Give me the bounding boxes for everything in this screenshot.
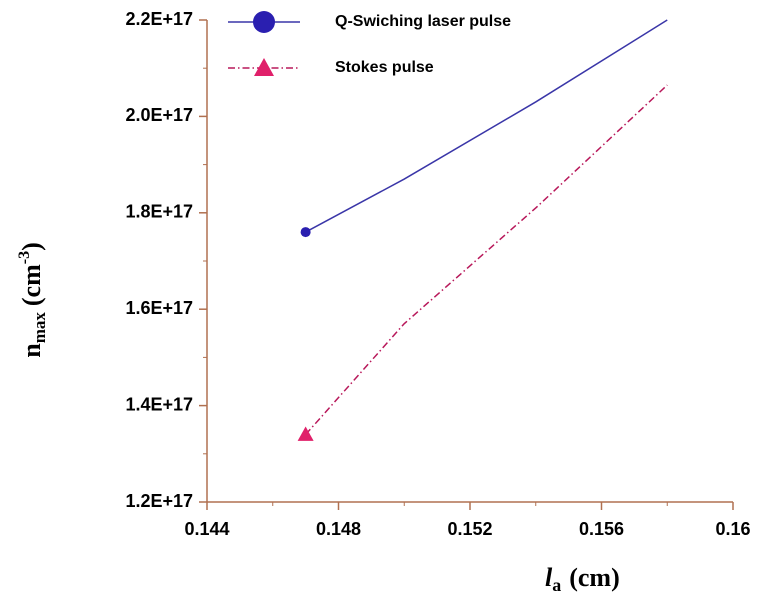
x-tick-label: 0.144 [184, 519, 229, 539]
y-tick-label: 2.0E+17 [125, 105, 193, 125]
x-tick-label: 0.16 [715, 519, 750, 539]
y-tick-label: 2.2E+17 [125, 9, 193, 29]
y-tick-label: 1.8E+17 [125, 202, 193, 222]
y-title-sup: -3 [16, 251, 33, 264]
x-tick-label: 0.156 [579, 519, 624, 539]
y-tick-label: 1.4E+17 [125, 394, 193, 414]
x-tick-label: 0.148 [316, 519, 361, 539]
x-title-unit: (cm) [569, 563, 620, 592]
y-tick-label: 1.2E+17 [125, 491, 193, 511]
series-line [305, 19, 668, 233]
x-title-base: l [545, 563, 553, 592]
y-title-base: n [17, 343, 46, 358]
legend-label: Stokes pulse [335, 59, 434, 76]
marker [253, 11, 275, 33]
marker [297, 426, 314, 441]
y-axis-title: nmax (cm-3) [16, 242, 49, 358]
series-line [305, 84, 668, 436]
y-tick-label: 1.6E+17 [125, 298, 193, 318]
marker [300, 227, 311, 238]
x-tick-label: 0.152 [447, 519, 492, 539]
legend-label: Q-Swiching laser pulse [335, 13, 511, 30]
x-axis-title: la (cm) [545, 563, 620, 595]
x-title-sub: a [552, 575, 561, 595]
marker [254, 58, 274, 76]
y-title-close: ) [17, 242, 46, 251]
y-title-unit: (cm [17, 264, 46, 306]
y-title-sub: max [30, 312, 49, 344]
